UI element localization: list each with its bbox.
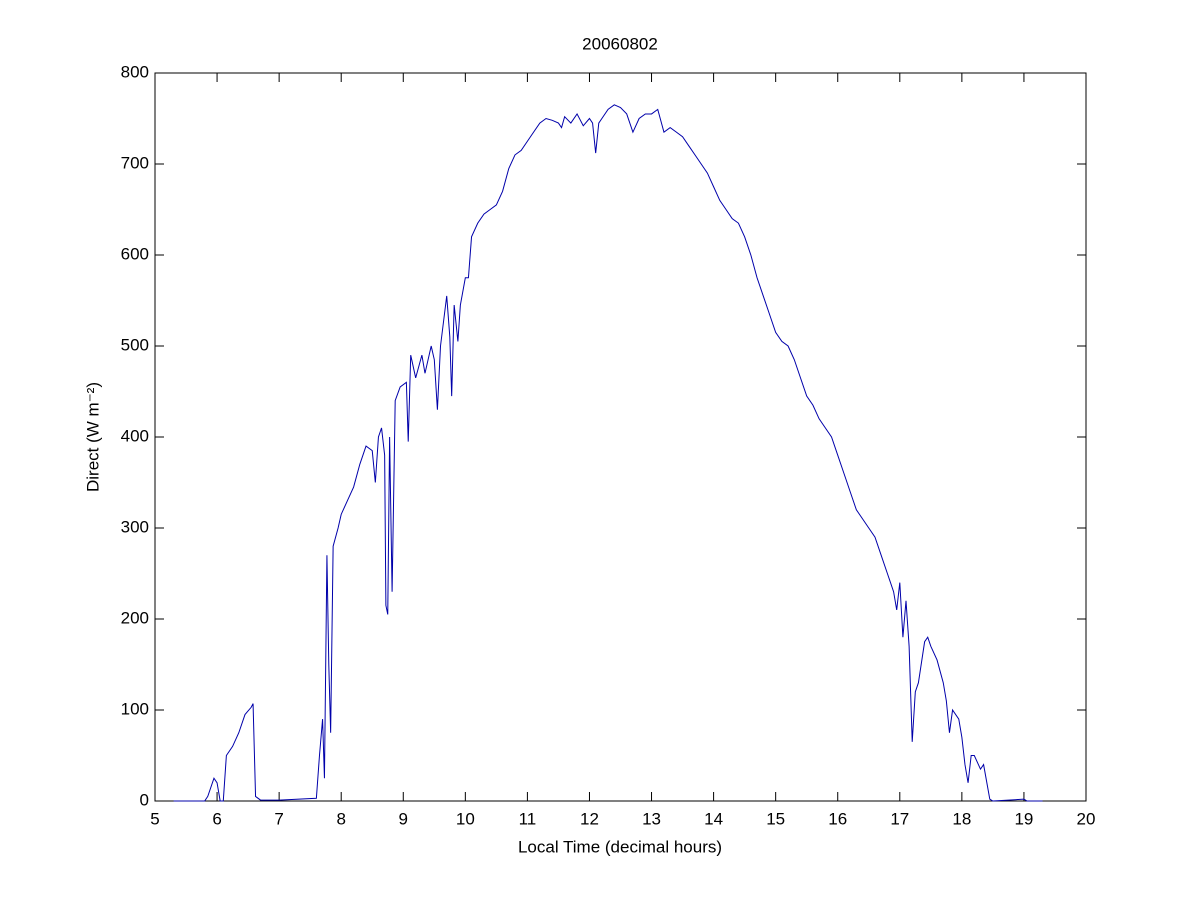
x-tick-label: 9 — [399, 809, 408, 828]
x-tick-label: 19 — [1014, 809, 1033, 828]
x-axis-label: Local Time (decimal hours) — [518, 837, 722, 856]
y-axis-label: Direct (W m⁻²) — [83, 382, 102, 492]
y-tick-label: 300 — [121, 517, 149, 536]
x-tick-label: 18 — [952, 809, 971, 828]
x-tick-label: 15 — [766, 809, 785, 828]
x-tick-label: 12 — [580, 809, 599, 828]
x-tick-label: 20 — [1077, 809, 1096, 828]
x-tick-label: 10 — [456, 809, 475, 828]
x-tick-label: 5 — [150, 809, 159, 828]
x-tick-label: 17 — [890, 809, 909, 828]
y-tick-label: 400 — [121, 426, 149, 445]
data-line — [173, 104, 1043, 802]
x-tick-label: 14 — [704, 809, 723, 828]
x-tick-label: 8 — [336, 809, 345, 828]
x-tick-label: 7 — [274, 809, 283, 828]
x-tick-label: 13 — [642, 809, 661, 828]
x-tick-label: 16 — [828, 809, 847, 828]
y-tick-label: 500 — [121, 335, 149, 354]
y-tick-label: 100 — [121, 699, 149, 718]
x-tick-label: 11 — [519, 809, 537, 828]
y-tick-label: 800 — [121, 62, 149, 81]
y-tick-label: 600 — [121, 244, 149, 263]
y-tick-label: 0 — [140, 790, 149, 809]
x-tick-label: 6 — [212, 809, 221, 828]
y-tick-label: 200 — [121, 608, 149, 627]
chart-title: 20060802 — [582, 34, 658, 53]
y-tick-label: 700 — [121, 153, 149, 172]
